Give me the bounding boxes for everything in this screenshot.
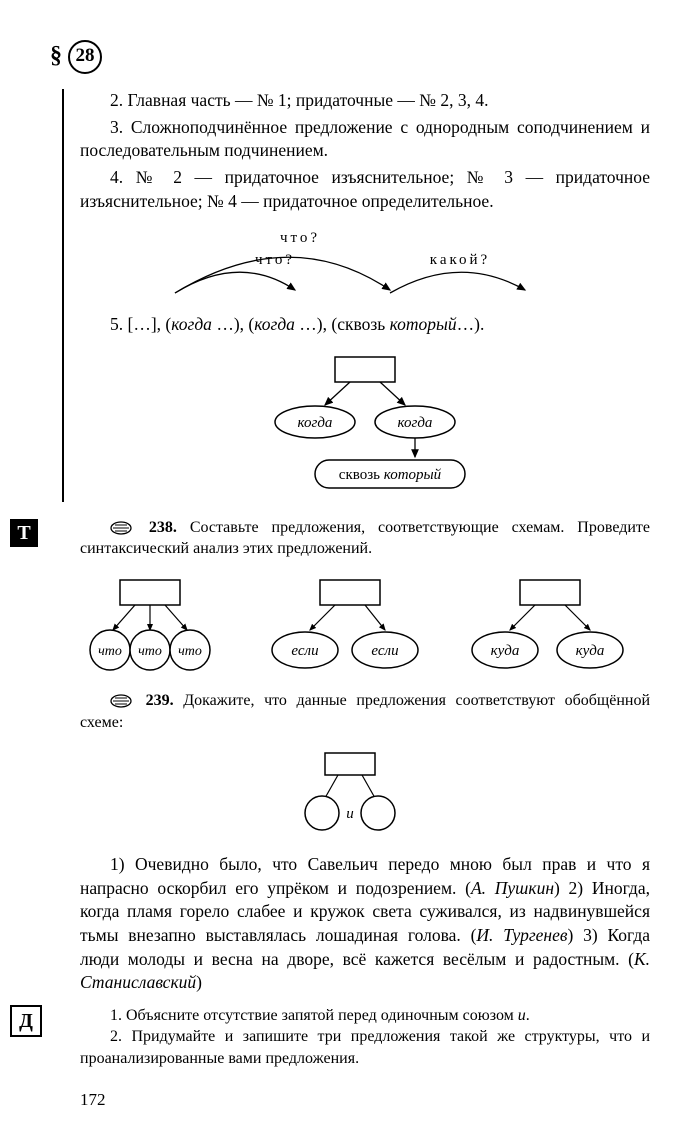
svg-text:что: что <box>98 644 122 659</box>
vertical-rule <box>62 89 64 502</box>
intro-p4: 4. № 2 — придаточное изъяснительное; № 3… <box>80 166 650 213</box>
pen-icon <box>110 521 132 535</box>
ex238: 238. Составьте предложения, соответствую… <box>80 517 650 560</box>
intro-block: 2. Главная часть — № 1; придаточные — № … <box>80 89 650 502</box>
icon-D: Д <box>10 1005 42 1037</box>
ex239-num: 239. <box>146 692 174 709</box>
svg-text:когда: когда <box>298 415 333 431</box>
scheme5-tree: когда когда сквозь который <box>80 352 650 502</box>
ex238-num: 238. <box>149 519 177 536</box>
ex239: 239. Докажите, что данные предложения со… <box>80 690 650 733</box>
svg-text:куда: куда <box>576 643 605 659</box>
svg-text:и: и <box>346 806 354 822</box>
ex238-diagrams: что что что если если куда куда <box>80 575 650 675</box>
pen-icon <box>110 694 132 708</box>
svg-text:что: что <box>138 644 162 659</box>
scheme5-arrows: что? что? какой? <box>80 228 650 298</box>
intro-p2: 2. Главная часть — № 1; придаточные — № … <box>80 89 650 113</box>
icon-T: Т <box>10 519 38 547</box>
q3: какой? <box>430 252 490 268</box>
section-number: 28 <box>68 40 102 74</box>
svg-text:если: если <box>291 643 318 659</box>
page-number: 172 <box>80 1090 650 1110</box>
intro-p3: 3. Сложноподчинённое предложение с однор… <box>80 116 650 163</box>
svg-text:куда: куда <box>491 643 520 659</box>
svg-text:если: если <box>371 643 398 659</box>
svg-text:что: что <box>178 644 202 659</box>
scheme5-line: 5. […], (когда …), (когда …), (сквозь ко… <box>80 313 650 337</box>
section-symbol: § <box>50 43 62 69</box>
svg-text:сквозь который: сквозь который <box>339 467 442 483</box>
q1: что? <box>280 230 320 246</box>
task2: 2. Придумайте и запишите три предложения… <box>80 1026 650 1069</box>
section-header: § 28 <box>50 40 650 74</box>
task1: 1. Объясните отсутствие запятой перед од… <box>80 1005 650 1027</box>
svg-text:когда: когда <box>398 415 433 431</box>
ex239-diagram: и <box>50 748 650 838</box>
examples-body: 1) Очевидно было, что Савельич передо мн… <box>80 853 650 995</box>
